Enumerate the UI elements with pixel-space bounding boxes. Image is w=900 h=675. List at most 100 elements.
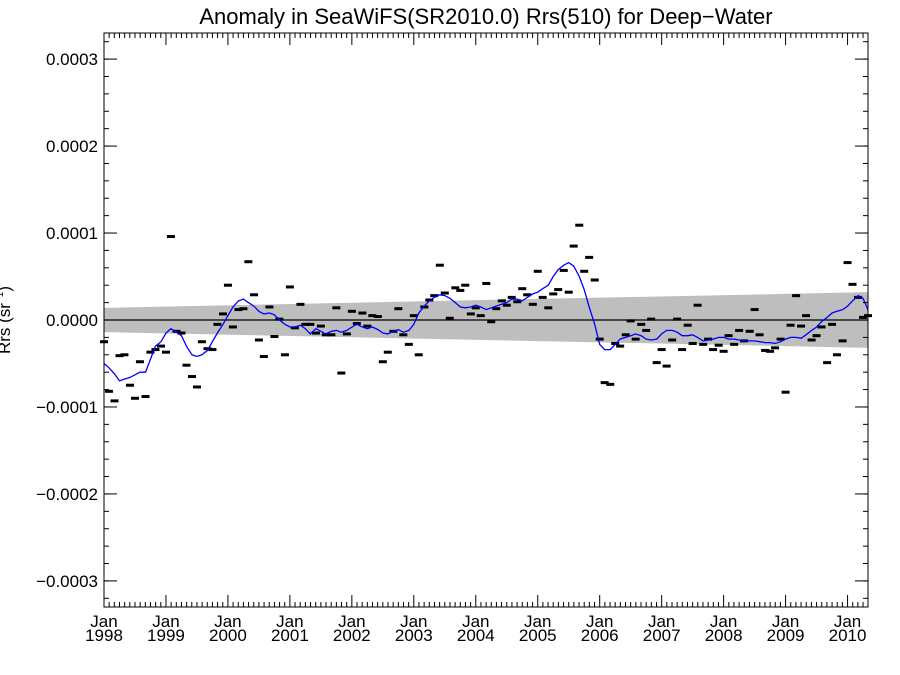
data-point	[182, 363, 191, 367]
x-tick-label-month: Jan	[524, 612, 551, 631]
x-tick-label-month: Jan	[772, 612, 799, 631]
data-point	[177, 331, 186, 335]
data-point	[425, 298, 434, 302]
data-point	[735, 328, 744, 332]
data-point	[120, 353, 129, 357]
data-point	[290, 326, 299, 330]
data-point	[528, 302, 537, 306]
x-tick-label-year: 2006	[581, 626, 619, 645]
data-point	[595, 337, 604, 341]
data-point	[709, 348, 718, 352]
x-tick-label-year: 2008	[705, 626, 743, 645]
data-point	[213, 322, 222, 326]
data-point	[456, 288, 465, 292]
data-point	[699, 342, 708, 346]
data-point	[172, 329, 181, 333]
data-point	[797, 324, 806, 328]
data-point	[621, 333, 630, 337]
data-point	[399, 333, 408, 337]
data-point	[430, 294, 439, 298]
data-point	[792, 294, 801, 298]
data-point	[358, 311, 367, 315]
data-point	[745, 329, 754, 333]
data-point	[838, 339, 847, 343]
data-point	[549, 292, 558, 296]
data-point	[440, 291, 449, 295]
data-point	[859, 315, 868, 319]
data-point	[730, 342, 739, 346]
data-point	[544, 306, 553, 310]
running-mean-line	[103, 261, 869, 382]
y-tick-label: 0.0001	[46, 224, 98, 243]
data-point	[693, 303, 702, 307]
data-point	[843, 261, 852, 265]
y-axis-label-superscript: −1	[0, 291, 6, 303]
data-point	[270, 335, 279, 339]
data-point	[316, 324, 325, 328]
x-tick-label-month: Jan	[648, 612, 675, 631]
data-point	[833, 353, 842, 357]
data-point	[306, 322, 315, 326]
data-point	[683, 323, 692, 327]
data-point	[414, 353, 423, 357]
data-point	[332, 306, 341, 310]
data-point	[445, 316, 454, 320]
x-tick-label-month: Jan	[834, 612, 861, 631]
data-point	[518, 287, 527, 291]
y-tick-label: 0.0000	[46, 311, 98, 330]
data-point	[115, 354, 124, 358]
data-point	[580, 269, 589, 273]
data-point	[197, 340, 206, 344]
data-point	[513, 300, 522, 304]
data-point	[590, 278, 599, 282]
data-point	[239, 307, 248, 311]
data-point	[492, 307, 501, 311]
data-point	[854, 295, 863, 299]
data-point	[755, 333, 764, 337]
data-point	[157, 344, 166, 348]
data-point	[203, 347, 212, 351]
data-point	[585, 255, 594, 259]
plot-area	[100, 223, 872, 403]
y-axis-label-end: )	[0, 286, 14, 292]
data-point	[342, 332, 351, 336]
x-tick-label-month: Jan	[90, 612, 117, 631]
data-point	[301, 322, 310, 326]
x-tick-label-year: 2004	[457, 626, 495, 645]
data-point	[497, 299, 506, 303]
data-point	[141, 395, 150, 399]
x-tick-label-month: Jan	[400, 612, 427, 631]
data-point	[848, 282, 857, 286]
data-point	[285, 285, 294, 289]
data-point	[409, 314, 418, 318]
data-point	[812, 334, 821, 338]
data-point	[218, 312, 227, 316]
data-point	[249, 293, 258, 297]
x-tick-label-month: Jan	[462, 612, 489, 631]
data-point	[657, 348, 666, 352]
data-point	[476, 314, 485, 318]
data-point	[668, 338, 677, 342]
data-point	[337, 371, 346, 375]
data-point	[771, 346, 780, 350]
data-point	[461, 283, 470, 287]
data-point	[533, 269, 542, 273]
data-point	[373, 315, 382, 319]
data-point	[538, 295, 547, 299]
data-point	[126, 383, 135, 387]
data-point	[368, 314, 377, 318]
data-point	[616, 344, 625, 348]
data-point	[404, 342, 413, 346]
data-point	[554, 288, 563, 292]
data-point	[451, 286, 460, 290]
data-point	[378, 360, 387, 364]
data-point	[776, 337, 785, 341]
y-tick-label: 0.0003	[46, 50, 98, 69]
y-tick-label: 0.0002	[46, 137, 98, 156]
x-tick-label-month: Jan	[338, 612, 365, 631]
x-tick-label-year: 2001	[271, 626, 309, 645]
data-point	[606, 382, 615, 386]
data-point	[151, 348, 160, 352]
y-axis-label: Rrs (sr−1)	[0, 286, 14, 354]
